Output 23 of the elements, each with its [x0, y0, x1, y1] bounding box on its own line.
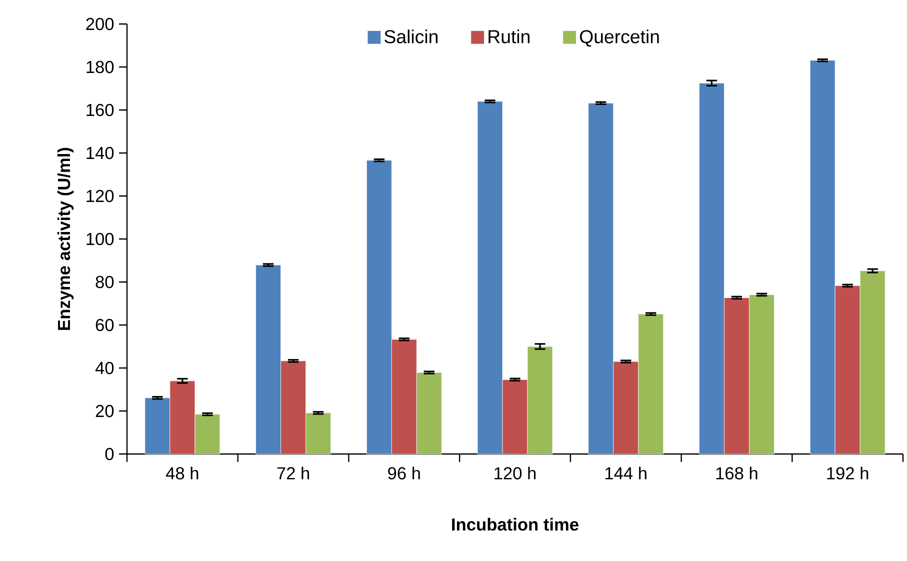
- x-tick-label: 144 h: [605, 466, 646, 480]
- y-tick-label: 0: [105, 448, 114, 460]
- y-tick-label: 140: [86, 146, 114, 160]
- x-tick-label: 48 h: [166, 466, 198, 480]
- legend-label: Quercetin: [580, 30, 659, 47]
- y-tick-label: 40: [95, 362, 114, 374]
- y-axis-title: Enzyme activity (U/ml): [57, 148, 74, 330]
- x-tick-label: 96 h: [388, 466, 420, 480]
- x-tick-label: 72 h: [277, 466, 310, 480]
- y-tick-label: 20: [96, 404, 114, 418]
- x-tick-label: 120 h: [494, 466, 536, 480]
- y-tick-label: 200: [86, 18, 114, 30]
- y-tick-label: 160: [86, 104, 114, 116]
- legend-label: Rutin: [488, 30, 530, 44]
- y-tick-label: 80: [96, 276, 114, 288]
- y-tick-label: 100: [86, 232, 114, 246]
- legend-label: Salicin: [384, 30, 438, 44]
- y-tick-label: 180: [86, 60, 114, 74]
- y-tick-label: 60: [96, 318, 114, 332]
- x-tick-label: 168 h: [716, 466, 758, 480]
- y-tick-label: 120: [86, 190, 114, 202]
- x-axis-title: Incubation time: [452, 518, 578, 531]
- x-tick-label: 192 h: [827, 466, 868, 480]
